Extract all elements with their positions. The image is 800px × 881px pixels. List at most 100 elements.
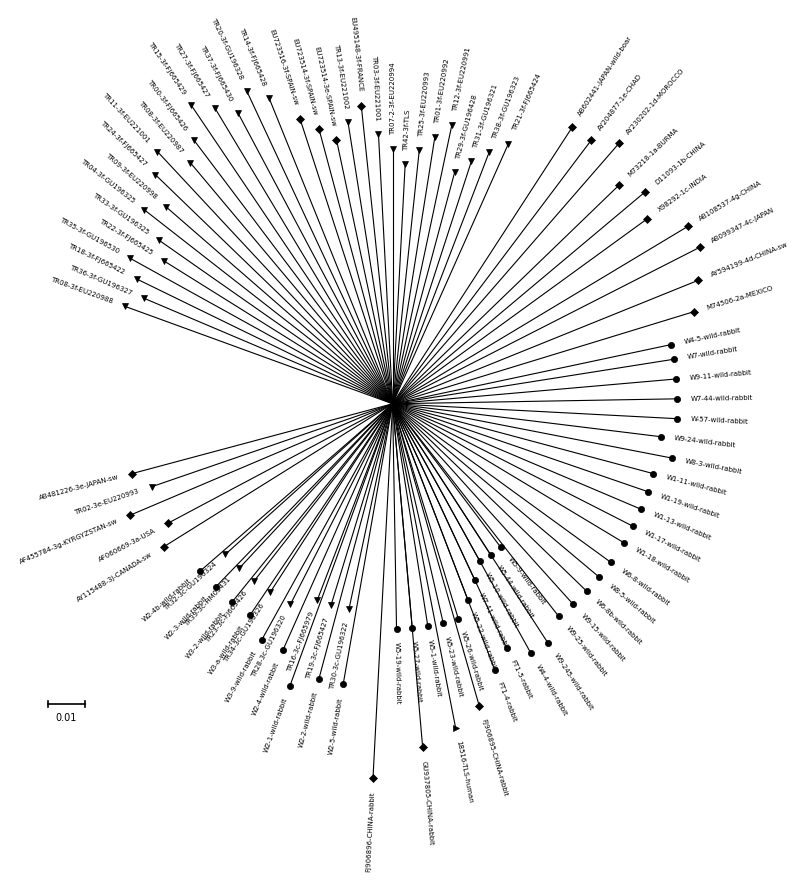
Text: AY594199-4d-CHINA-sw: AY594199-4d-CHINA-sw <box>710 241 789 278</box>
Text: W2-4-wild-rabbit: W2-4-wild-rabbit <box>251 662 280 717</box>
Text: W4-5-wild-rabbit: W4-5-wild-rabbit <box>684 327 742 344</box>
Text: AF060669-3a-USA: AF060669-3a-USA <box>98 527 157 562</box>
Text: X98292-1c-INDIA: X98292-1c-INDIA <box>657 174 708 213</box>
Text: W9-25-wild-rabbit: W9-25-wild-rabbit <box>565 626 608 678</box>
Text: TR18-3f-FJ665422: TR18-3f-FJ665422 <box>67 243 126 276</box>
Text: W1-13-wild-rabbit: W1-13-wild-rabbit <box>652 512 712 542</box>
Text: TR31-3f-GU196321: TR31-3f-GU196321 <box>473 84 499 150</box>
Text: TR19-3c-FJ665427: TR19-3c-FJ665427 <box>306 617 330 679</box>
Text: TR12-3f-EU220991: TR12-3f-EU220991 <box>452 47 471 113</box>
Text: TR36-3f-GU196327: TR36-3f-GU196327 <box>69 264 133 296</box>
Text: W7-wild-rabbit: W7-wild-rabbit <box>687 346 738 360</box>
Text: EU495148-3f-FRANCE: EU495148-3f-FRANCE <box>349 17 363 93</box>
Text: W9-245-wild-rabbit: W9-245-wild-rabbit <box>553 653 594 712</box>
Text: TR22-3f-FJ665425: TR22-3f-FJ665425 <box>98 218 154 256</box>
Text: TR42-3f-TLS: TR42-3f-TLS <box>403 109 411 151</box>
Text: W9-15-wild-rabbit: W9-15-wild-rabbit <box>580 612 626 663</box>
Text: TR15-3f-FJ665429: TR15-3f-FJ665429 <box>146 41 186 96</box>
Text: W5-10-wild-rabbit: W5-10-wild-rabbit <box>484 572 519 629</box>
Text: AY204877-1e-CHAD: AY204877-1e-CHAD <box>597 72 643 131</box>
Text: TR24-3f-FJ665427: TR24-3f-FJ665427 <box>99 120 148 167</box>
Text: W4-4-wild-rabbit: W4-4-wild-rabbit <box>534 663 568 717</box>
Text: TR01-3f-EU220992: TR01-3f-EU220992 <box>434 58 450 124</box>
Text: AB108537-4g-CHINA: AB108537-4g-CHINA <box>698 180 763 222</box>
Text: FT1-5-rabbit: FT1-5-rabbit <box>510 659 533 700</box>
Text: W1-11-wild-rabbit: W1-11-wild-rabbit <box>666 474 728 496</box>
Text: W2-3-wild-rabbit: W2-3-wild-rabbit <box>164 595 208 640</box>
Text: TR09-3f-EU220998: TR09-3f-EU220998 <box>105 152 158 201</box>
Text: W-57-wild-rabbit: W-57-wild-rabbit <box>690 417 749 426</box>
Text: TR00-3f-FJ665426: TR00-3f-FJ665426 <box>146 78 188 131</box>
Text: W5-44-wild-rabbit: W5-44-wild-rabbit <box>495 565 534 620</box>
Text: W5-1-wild-rabbit: W5-1-wild-rabbit <box>427 639 442 697</box>
Text: AB099347-4c-JAPAN: AB099347-4c-JAPAN <box>710 206 776 244</box>
Text: TR23-3c-FJ665426: TR23-3c-FJ665426 <box>204 589 248 644</box>
Text: W1-18-wild-rabbit: W1-18-wild-rabbit <box>634 547 690 585</box>
Text: W6-8b-wild-rabbit: W6-8b-wild-rabbit <box>594 598 643 647</box>
Text: W2-5-wild-rabbit: W2-5-wild-rabbit <box>328 697 344 755</box>
Text: TR29-3f-GU196428: TR29-3f-GU196428 <box>455 93 478 159</box>
Text: TR39-3c-HM05431: TR39-3c-HM05431 <box>183 576 232 627</box>
Text: FT1-4-rabbit: FT1-4-rabbit <box>497 681 518 723</box>
Text: TR08-3f-EU220988: TR08-3f-EU220988 <box>50 277 114 305</box>
Text: W5-26-wild-rabbit: W5-26-wild-rabbit <box>459 631 483 692</box>
Text: TR32-3c-GU196324: TR32-3c-GU196324 <box>162 561 218 611</box>
Text: TR37-3f-FJ665430: TR37-3f-FJ665430 <box>199 44 234 102</box>
Text: TR07-2-3f-EU220994: TR07-2-3f-EU220994 <box>390 63 396 136</box>
Text: TR14-3f-FJ665428: TR14-3f-FJ665428 <box>238 26 266 86</box>
Text: W8-5-wild-rabbit: W8-5-wild-rabbit <box>608 583 656 626</box>
Text: TR38-3f-GU196323: TR38-3f-GU196323 <box>491 76 521 140</box>
Text: M73218-1a-BURMA: M73218-1a-BURMA <box>626 127 679 178</box>
Text: W3-2-wild-rabbit: W3-2-wild-rabbit <box>185 611 226 659</box>
Text: W7-41-wild-rabbit: W7-41-wild-rabbit <box>478 591 510 650</box>
Text: EU723514-3f-SPAIN-sw: EU723514-3f-SPAIN-sw <box>292 38 318 116</box>
Text: 18516-TLS-human: 18516-TLS-human <box>455 740 474 804</box>
Text: W2-1-wild-rabbit: W2-1-wild-rabbit <box>262 697 288 754</box>
Text: EU723516-3f-SPAIN-sw: EU723516-3f-SPAIN-sw <box>268 29 298 107</box>
Text: W5-22-wild-rabbit: W5-22-wild-rabbit <box>470 611 498 671</box>
Text: GU937805-CHINA-rabbit: GU937805-CHINA-rabbit <box>421 760 434 846</box>
Text: W8-3-wild-rabbit: W8-3-wild-rabbit <box>685 458 743 475</box>
Text: W1-19-wild-rabbit: W1-19-wild-rabbit <box>659 493 721 519</box>
Text: W2-2-wild-rabbit: W2-2-wild-rabbit <box>298 692 318 749</box>
Text: TR20-3f-GU196328: TR20-3f-GU196328 <box>210 17 244 80</box>
Text: AY230202-1d-MOROCCO: AY230202-1d-MOROCCO <box>626 67 686 136</box>
Text: W3-9-wild-rabbit: W3-9-wild-rabbit <box>225 650 258 704</box>
Text: TR16-3c-FJ665979: TR16-3c-FJ665979 <box>286 611 315 673</box>
Text: FJ906896-CHINA-rabbit: FJ906896-CHINA-rabbit <box>365 791 375 872</box>
Text: D11093-1b-CHINA: D11093-1b-CHINA <box>654 140 706 185</box>
Text: W6-8-wild-rabbit: W6-8-wild-rabbit <box>620 568 670 607</box>
Text: TR30-3c-GU196322: TR30-3c-GU196322 <box>329 622 349 691</box>
Text: TR33-3f-GU196325: TR33-3f-GU196325 <box>91 192 150 235</box>
Text: W5-9-wild-rabbit: W5-9-wild-rabbit <box>506 557 546 606</box>
Text: W9-11-wild-rabbit: W9-11-wild-rabbit <box>690 369 753 381</box>
Text: TR35-3f-GU196530: TR35-3f-GU196530 <box>58 217 120 255</box>
Text: TR25-3f-EU220993: TR25-3f-EU220993 <box>418 71 430 137</box>
Text: W5-23-wild-rabbit: W5-23-wild-rabbit <box>443 635 463 698</box>
Text: W5-19-wild-rabbit: W5-19-wild-rabbit <box>394 642 401 705</box>
Text: TR08-3f-EU220987: TR08-3f-EU220987 <box>137 100 184 154</box>
Text: W3-a-wild-rabbit: W3-a-wild-rabbit <box>208 625 245 676</box>
Text: W1-17-wild-rabbit: W1-17-wild-rabbit <box>644 529 702 564</box>
Text: TR28-3c-GU196320: TR28-3c-GU196320 <box>250 615 287 679</box>
Text: W9-24-wild-rabbit: W9-24-wild-rabbit <box>674 435 736 449</box>
Text: W7-44-wild-rabbit: W7-44-wild-rabbit <box>691 395 754 402</box>
Text: TR21-3f-FJ665424: TR21-3f-FJ665424 <box>511 73 542 132</box>
Text: AB481226-3e-JAPAN-sw: AB481226-3e-JAPAN-sw <box>38 474 120 501</box>
Text: 0.01: 0.01 <box>56 713 77 722</box>
Text: TR13-3f-EU221002: TR13-3f-EU221002 <box>333 44 349 109</box>
Text: TR11-3f-EU221001: TR11-3f-EU221001 <box>101 92 150 144</box>
Text: TR03-3f-EU221001: TR03-3f-EU221001 <box>371 55 381 121</box>
Text: FJ906895-CHINA-rabbit: FJ906895-CHINA-rabbit <box>480 719 508 797</box>
Text: M74506-2a-MEXICO: M74506-2a-MEXICO <box>706 285 774 311</box>
Text: TR02-3e-EU220993: TR02-3e-EU220993 <box>74 488 140 516</box>
Text: TR27-3f-FJ665427: TR27-3f-FJ665427 <box>174 41 210 98</box>
Text: TR34-3c-GU196326: TR34-3c-GU196326 <box>222 602 266 663</box>
Text: W2-4b-wild-rabbit: W2-4b-wild-rabbit <box>141 578 192 623</box>
Text: AB602441-JAPAN-wild-boar: AB602441-JAPAN-wild-boar <box>577 35 634 117</box>
Text: AF455784-3g-KYRGYZSTAN-sw: AF455784-3g-KYRGYZSTAN-sw <box>18 518 119 565</box>
Text: W5-27-wild-rabbit: W5-27-wild-rabbit <box>410 641 422 704</box>
Text: AY115488-3j-CANADA-sw: AY115488-3j-CANADA-sw <box>76 552 154 603</box>
Text: EU723514-3e-SPAIN-sw: EU723514-3e-SPAIN-sw <box>314 46 337 127</box>
Text: TR04-3f-GU196325: TR04-3f-GU196325 <box>79 158 136 204</box>
